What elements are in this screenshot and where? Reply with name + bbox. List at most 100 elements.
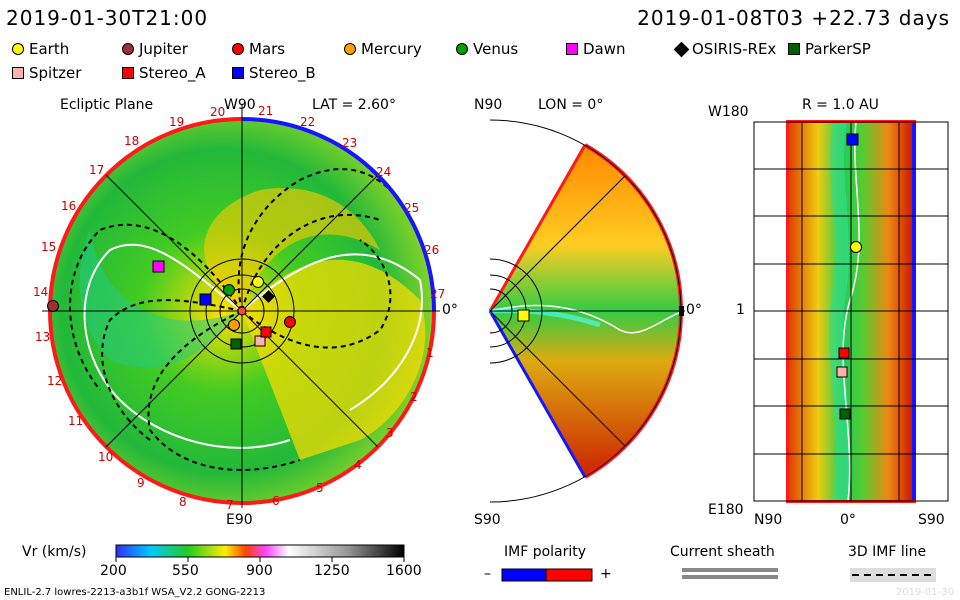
legend-marker [456, 43, 468, 55]
carrington-number: 23 [342, 136, 358, 150]
ecliptic-disk [42, 105, 440, 508]
radial-bottom-n: N90 [754, 512, 783, 528]
carrington-number: 26 [424, 243, 440, 257]
colorbar-title: Vr (km/s) [22, 544, 87, 560]
legend-item-spitzer: Spitzer [12, 64, 81, 82]
legend-marker [12, 67, 24, 79]
carrington-number: 9 [137, 476, 145, 490]
colorbar-tick-label: 1600 [386, 563, 422, 579]
ecliptic-top-label: W90 [224, 97, 256, 113]
carrington-number: 24 [376, 165, 392, 179]
carrington-number: 4 [354, 458, 362, 472]
legend-item-stereo-a: Stereo_A [122, 64, 206, 82]
meridional-lon-label: LON = 0° [538, 97, 604, 113]
legend-label: ParkerSP [805, 40, 871, 58]
legend-item-dawn: Dawn [566, 40, 626, 58]
radial-bottom-left-label: E180 [708, 502, 744, 518]
carrington-number: 18 [124, 134, 140, 148]
legend-marker [788, 43, 800, 55]
legend-item-mars: Mars [232, 40, 285, 58]
spitzer-marker [254, 335, 266, 347]
imf-minus-label: – [484, 566, 491, 582]
colorbar-tick-label: 900 [246, 563, 273, 579]
radial-bottom-zero: 0° [840, 512, 856, 528]
mercury-marker [228, 319, 240, 331]
meridional-right-label: 0° [686, 302, 702, 318]
stereo-a-marker [260, 326, 272, 338]
legend-label: Jupiter [139, 40, 188, 58]
earth-marker [252, 276, 264, 288]
radial-spitzer-marker [836, 366, 848, 378]
radial-earth-marker [850, 241, 862, 253]
legend-marker [344, 43, 356, 55]
stereo-b-marker [199, 293, 212, 306]
colorbar-tick-label: 1250 [314, 563, 350, 579]
imf-positive-swatch [545, 568, 593, 582]
carrington-number: 20 [210, 105, 226, 119]
legend-item-osiris-rex: OSIRIS-REx [673, 40, 777, 58]
ecliptic-right-label: 0° [442, 302, 458, 318]
carrington-number: 17 [89, 163, 105, 177]
carrington-number: 12 [47, 374, 63, 388]
carrington-number: 14 [33, 285, 49, 299]
imf-plus-label: + [600, 566, 612, 582]
ecliptic-bottom-label: E90 [226, 512, 253, 528]
legend-label: Mars [249, 40, 286, 58]
carrington-number: 6 [272, 494, 280, 508]
legend-item-earth: Earth [12, 40, 69, 58]
meridional-panel [488, 119, 685, 503]
legend-label: Dawn [583, 40, 626, 58]
carrington-number: 19 [169, 115, 185, 129]
ecliptic-lat-label: LAT = 2.60° [312, 97, 396, 113]
carrington-number: 5 [316, 481, 324, 495]
carrington-number: 2 [410, 390, 418, 404]
osiris-rex-marker [262, 290, 275, 303]
radial-bottom-s: S90 [918, 512, 945, 528]
legend-label: Spitzer [29, 64, 82, 82]
current-sheath-swatch [682, 568, 778, 572]
legend-item-mercury: Mercury [344, 40, 422, 58]
left-timestamp: 2019-01-30T21:00 [6, 6, 209, 30]
radial-top-left-label: W180 [708, 104, 749, 120]
radial-stereo-b-marker [846, 133, 859, 146]
carrington-number: 25 [404, 201, 420, 215]
ecliptic-title: Ecliptic Plane [60, 97, 154, 113]
legend-item-venus: Venus [456, 40, 518, 58]
meridional-earth-marker [517, 309, 530, 322]
carrington-number: 16 [61, 199, 77, 213]
footer-model-info: ENLIL-2.7 lowres-2213-a3b1f WSA_V2.2 GON… [4, 587, 266, 598]
dawn-marker [152, 260, 165, 273]
legend-label: Stereo_A [139, 64, 206, 82]
radial-stereo-a-marker [838, 347, 850, 359]
meridional-top-label: N90 [474, 97, 503, 113]
imf-line-title: 3D IMF line [848, 544, 927, 560]
legend-label: Venus [473, 40, 519, 58]
imf-polarity-title: IMF polarity [504, 544, 587, 560]
legend-marker [566, 43, 578, 55]
carrington-number: 22 [300, 115, 316, 129]
radial-panel [753, 120, 949, 503]
carrington-number: 3 [386, 426, 394, 440]
venus-marker [223, 284, 235, 296]
legend-marker [232, 43, 244, 55]
radial-parkersp-marker [839, 408, 851, 420]
colorbar-tick-label: 200 [100, 563, 127, 579]
meridional-bottom-label: S90 [474, 512, 501, 528]
legend-label: Earth [29, 40, 70, 58]
legend-label: Stereo_B [249, 64, 316, 82]
legend-item-parkersp: ParkerSP [788, 40, 871, 58]
legend-label: OSIRIS-REx [692, 40, 777, 58]
legend-marker [232, 67, 244, 79]
current-sheath-title: Current sheath [670, 544, 775, 560]
radial-mid-label: 1 [736, 302, 745, 318]
mars-marker [284, 316, 296, 328]
legend-item-jupiter: Jupiter [122, 40, 188, 58]
imf-negative-swatch [501, 568, 547, 582]
colorbar-tick-label: 550 [172, 563, 199, 579]
carrington-number: 10 [98, 450, 114, 464]
carrington-number: 15 [41, 240, 57, 254]
parkersp-marker [230, 338, 242, 350]
legend-label: Mercury [361, 40, 422, 58]
jupiter-marker [47, 300, 59, 312]
